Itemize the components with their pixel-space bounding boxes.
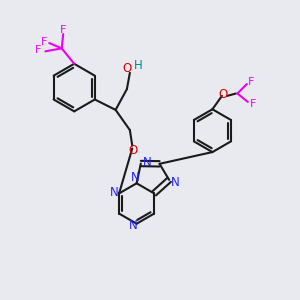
Text: N: N (143, 155, 152, 169)
Text: H: H (134, 59, 142, 72)
Text: F: F (41, 38, 47, 47)
Text: F: F (60, 25, 66, 35)
Text: O: O (128, 144, 138, 157)
Text: N: N (131, 171, 140, 184)
Text: F: F (35, 45, 42, 55)
Text: N: N (171, 176, 180, 189)
Text: F: F (250, 99, 256, 109)
Text: N: N (129, 219, 138, 232)
Text: N: N (110, 186, 118, 199)
Text: F: F (248, 76, 254, 87)
Text: O: O (219, 88, 228, 101)
Text: O: O (123, 62, 132, 75)
